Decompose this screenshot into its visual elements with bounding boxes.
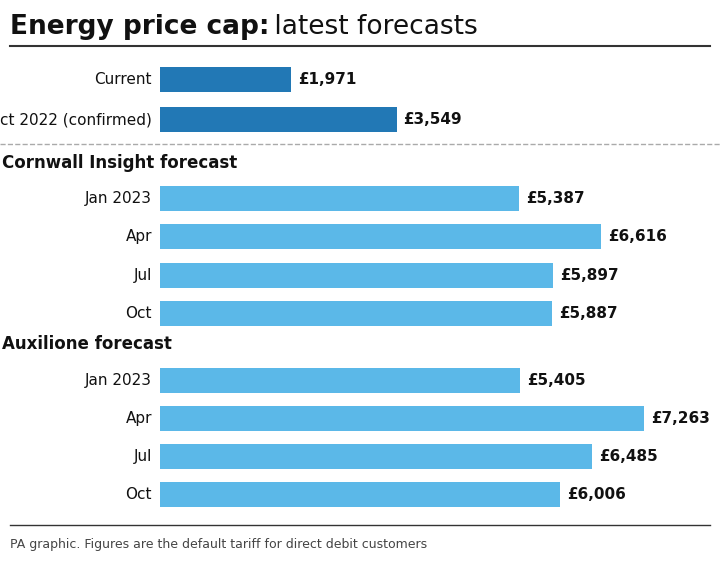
Bar [160,301,552,325]
Bar [160,67,292,92]
Text: £5,387: £5,387 [526,191,585,206]
Bar [160,263,553,288]
Text: Current: Current [94,72,152,87]
Text: Apr: Apr [125,229,152,245]
Text: Auxilione forecast: Auxilione forecast [2,336,172,353]
Text: latest forecasts: latest forecasts [266,14,477,40]
Text: £6,485: £6,485 [599,449,658,464]
Text: Jul: Jul [134,268,152,282]
Text: £1,971: £1,971 [298,72,356,87]
Text: Jan 2023: Jan 2023 [85,372,152,388]
Text: £6,616: £6,616 [608,229,667,245]
Text: £5,897: £5,897 [560,268,618,282]
Bar [160,444,593,469]
Bar [160,406,644,431]
Bar [160,368,521,393]
Bar [160,108,397,132]
Text: £7,263: £7,263 [651,411,710,426]
Text: £6,006: £6,006 [567,487,626,503]
Text: Jan 2023: Jan 2023 [85,191,152,206]
Text: Oct: Oct [125,487,152,503]
Bar [160,225,601,249]
Text: £5,887: £5,887 [559,306,618,321]
Text: Energy price cap:: Energy price cap: [10,14,269,40]
Bar [160,482,560,507]
Text: £5,405: £5,405 [527,372,585,388]
Text: £3,549: £3,549 [403,112,462,127]
Text: Oct: Oct [125,306,152,321]
Text: Apr: Apr [125,411,152,426]
Text: Jul: Jul [134,449,152,464]
Text: Cornwall Insight forecast: Cornwall Insight forecast [2,154,238,172]
Bar [160,186,519,211]
Text: PA graphic. Figures are the default tariff for direct debit customers: PA graphic. Figures are the default tari… [10,538,427,551]
Text: Oct 2022 (confirmed): Oct 2022 (confirmed) [0,112,152,127]
